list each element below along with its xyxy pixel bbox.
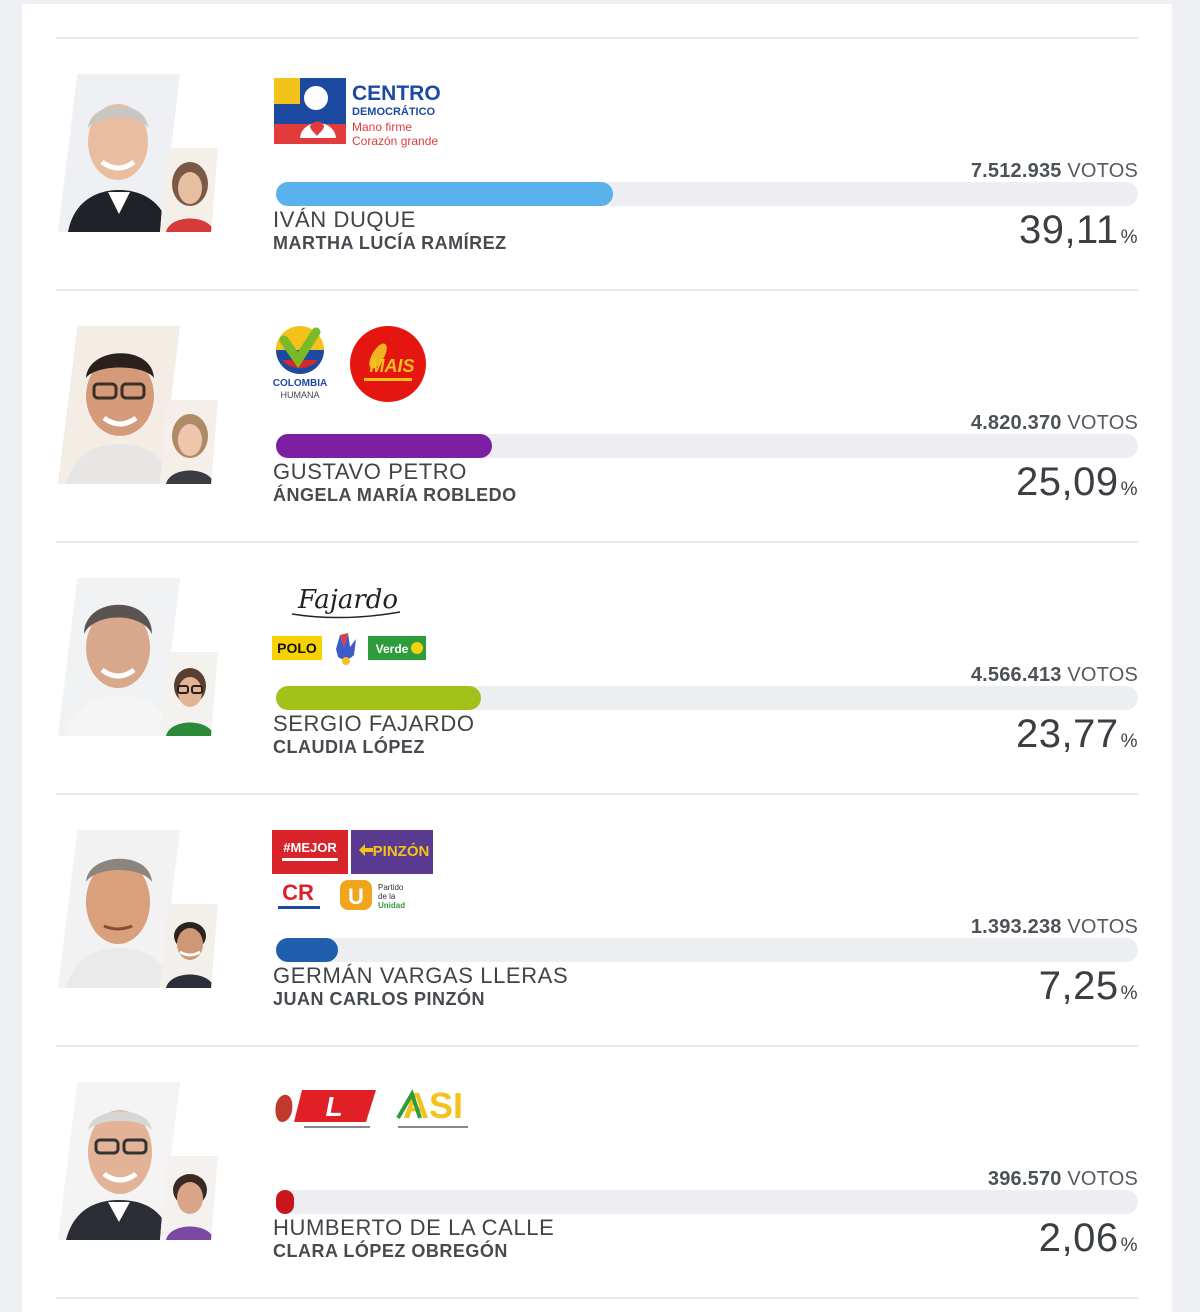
candidate-row-duque: CENTRO DEMOCRÁTICO Mano firme Corazón gr… <box>0 40 1200 292</box>
fajardo-signature: Fajardo <box>291 585 401 619</box>
svg-text:Unidad: Unidad <box>378 901 405 910</box>
svg-text:de la: de la <box>378 892 396 901</box>
president-name: SERGIO FAJARDO <box>273 711 475 736</box>
votes-count: 1.393.238 VOTOS <box>970 916 1138 938</box>
vice-name: ÁNGELA MARÍA ROBLEDO <box>273 485 517 505</box>
svg-text:Corazón grande: Corazón grande <box>352 134 438 148</box>
alianza-verde-logo: Verde <box>368 636 426 660</box>
svg-text:Mano firme: Mano firme <box>352 120 412 134</box>
separator <box>56 289 1138 291</box>
progress-bar <box>276 938 1138 962</box>
progress-fill <box>276 182 613 206</box>
svg-text:Verde: Verde <box>376 642 409 656</box>
partido-liberal-logo: L <box>275 1090 376 1128</box>
president-photo <box>58 326 180 484</box>
progress-bar <box>276 686 1138 710</box>
cambio-radical-logo: CR <box>278 880 320 909</box>
votes-count: 4.820.370 VOTOS <box>970 412 1138 434</box>
party-logos: #MEJOR PINZÓN CR U Partido de la Unidad <box>272 830 572 920</box>
mais-logo: MAIS <box>350 326 427 402</box>
party-logos: CENTRO DEMOCRÁTICO Mano firme Corazón gr… <box>272 74 572 164</box>
svg-text:Fajardo: Fajardo <box>297 585 398 615</box>
candidate-row-fajardo: Fajardo POLO Verde 4.566.413 VOTOS SERGI… <box>0 544 1200 796</box>
svg-text:MAIS: MAIS <box>370 356 415 376</box>
separator <box>56 793 1138 795</box>
percentage: 25,09% <box>1015 460 1138 504</box>
mejor-vargas-lleras-logo: #MEJOR <box>272 830 348 874</box>
vice-photo <box>160 148 218 232</box>
candidate-row-petro: COLOMBIA HUMANA MAIS 4.820.370 VOTOS GUS… <box>0 292 1200 544</box>
vice-photo <box>160 1156 218 1240</box>
colombia-humana-logo: COLOMBIA HUMANA <box>273 326 327 400</box>
asi-logo: ASI <box>396 1085 469 1128</box>
president-photo <box>58 74 180 232</box>
vice-photo <box>160 652 218 736</box>
svg-text:U: U <box>348 884 364 909</box>
candidate-photos <box>58 830 220 992</box>
percentage: 7,25% <box>1038 964 1138 1008</box>
percentage: 39,11% <box>1018 208 1138 252</box>
svg-text:CR: CR <box>282 880 314 905</box>
pinzon-logo: PINZÓN <box>351 830 433 874</box>
percentage: 2,06% <box>1038 1216 1138 1260</box>
separator <box>56 1297 1138 1299</box>
party-logos: L ASI <box>272 1082 572 1172</box>
svg-text:PINZÓN: PINZÓN <box>373 842 430 860</box>
progress-bar <box>276 182 1138 206</box>
progress-fill <box>276 1190 294 1214</box>
hand-logo-icon <box>336 633 356 665</box>
svg-text:POLO: POLO <box>277 640 317 656</box>
progress-fill <box>276 434 492 458</box>
president-photo <box>58 1082 180 1240</box>
votes-count: 396.570 VOTOS <box>987 1168 1138 1190</box>
votes-count: 4.566.413 VOTOS <box>970 664 1138 686</box>
president-name: HUMBERTO DE LA CALLE <box>273 1215 555 1240</box>
progress-bar <box>276 434 1138 458</box>
president-name: IVÁN DUQUE <box>273 207 416 232</box>
candidate-row-vargas-lleras: #MEJOR PINZÓN CR U Partido de la Unidad <box>0 796 1200 1048</box>
svg-text:COLOMBIA: COLOMBIA <box>273 378 327 389</box>
votes-count: 7.512.935 VOTOS <box>970 160 1138 182</box>
centro-democratico-logo: CENTRO DEMOCRÁTICO Mano firme Corazón gr… <box>274 78 441 148</box>
president-name: GUSTAVO PETRO <box>273 459 468 484</box>
vice-name: CLAUDIA LÓPEZ <box>273 737 425 757</box>
party-logos: Fajardo POLO Verde <box>272 578 572 668</box>
president-photo <box>58 578 180 736</box>
party-logos: COLOMBIA HUMANA MAIS <box>272 326 572 416</box>
progress-fill <box>276 938 338 962</box>
vice-name: JUAN CARLOS PINZÓN <box>273 989 486 1009</box>
candidate-photos <box>58 326 220 488</box>
svg-text:Partido: Partido <box>378 883 404 892</box>
president-photo <box>58 830 180 988</box>
separator <box>56 541 1138 543</box>
vice-photo <box>160 904 218 988</box>
vice-photo <box>160 400 218 484</box>
candidate-photos <box>58 578 220 740</box>
polo-logo: POLO <box>272 636 322 660</box>
partido-de-la-u-logo: U Partido de la Unidad <box>340 880 405 910</box>
president-name: GERMÁN VARGAS LLERAS <box>273 963 569 988</box>
progress-bar <box>276 1190 1138 1214</box>
progress-fill <box>276 686 481 710</box>
svg-text:CENTRO: CENTRO <box>352 82 441 105</box>
svg-text:HUMANA: HUMANA <box>280 390 319 400</box>
svg-text:#MEJOR: #MEJOR <box>283 840 337 855</box>
vice-name: MARTHA LUCÍA RAMÍREZ <box>273 233 507 253</box>
candidate-row-de-la-calle: L ASI 396.570 VOTOS HUMBERTO DE LA CALLE… <box>0 1048 1200 1300</box>
vice-name: CLARA LÓPEZ OBREGÓN <box>273 1241 508 1261</box>
svg-text:L: L <box>325 1091 342 1122</box>
candidate-photos <box>58 74 220 236</box>
percentage: 23,77% <box>1015 712 1138 756</box>
svg-text:DEMOCRÁTICO: DEMOCRÁTICO <box>352 105 436 118</box>
separator <box>56 1045 1138 1047</box>
separator <box>56 37 1138 39</box>
candidate-photos <box>58 1082 220 1244</box>
